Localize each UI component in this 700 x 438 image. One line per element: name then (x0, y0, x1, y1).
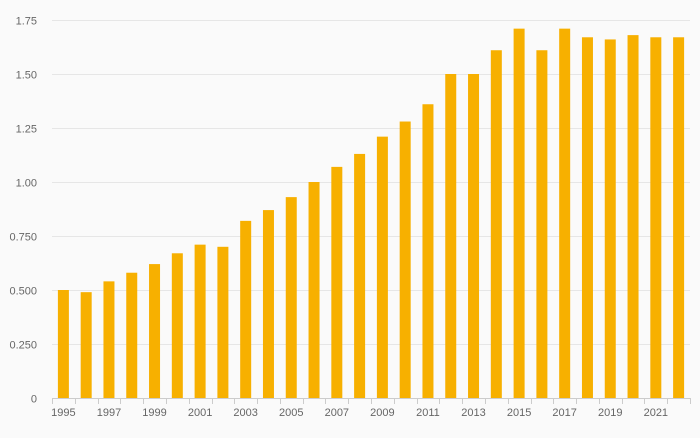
y-tick-label: 0.250 (9, 340, 37, 352)
bar (376, 136, 388, 398)
bar (445, 74, 457, 398)
bar (536, 50, 548, 399)
y-tick-label: 1.50 (16, 70, 37, 82)
x-tick-label: 2009 (370, 407, 394, 419)
bar (171, 253, 183, 398)
bar (581, 37, 593, 398)
grid-lines (52, 20, 690, 345)
x-tick-label: 1995 (51, 407, 75, 419)
bar (80, 292, 92, 398)
bar (103, 281, 115, 398)
x-tick-label: 2005 (279, 407, 303, 419)
bar (57, 290, 69, 398)
y-tick-label: 0.750 (9, 232, 37, 244)
y-tick-label: 1.25 (16, 124, 37, 136)
bar (285, 197, 297, 398)
bar (559, 28, 571, 398)
x-tick-label: 1997 (97, 407, 121, 419)
bar (399, 121, 411, 399)
bar (240, 220, 252, 398)
bar (604, 39, 616, 398)
bar (673, 37, 685, 398)
x-tick-label: 2013 (461, 407, 485, 419)
x-tick-label: 1999 (142, 407, 166, 419)
bar (126, 272, 138, 398)
x-tick-label: 2003 (233, 407, 257, 419)
y-axis-tick-labels: 0 0.250 0.500 0.750 1.00 1.25 1.50 1.75 (9, 16, 37, 406)
bar (354, 153, 366, 398)
x-tick-label: 2011 (416, 407, 440, 419)
x-tick-label: 2017 (552, 407, 576, 419)
y-tick-label: 1.00 (16, 178, 37, 190)
x-tick-label: 2019 (598, 407, 622, 419)
bar (627, 35, 639, 399)
bar (490, 50, 502, 399)
bar (468, 74, 480, 398)
bar (194, 244, 206, 398)
bar-series (57, 28, 685, 399)
bar (217, 246, 229, 398)
bar (650, 37, 662, 398)
y-tick-label: 0.500 (9, 286, 37, 298)
x-axis: 1995 1997 1999 2001 2003 2005 2007 2009 2011 2013… (51, 398, 691, 419)
bar (262, 210, 274, 398)
x-tick-label: 2001 (188, 407, 212, 419)
x-tick-label: 2021 (644, 407, 668, 419)
x-tick-label: 2007 (325, 407, 349, 419)
y-tick-label: 1.75 (16, 16, 37, 28)
bar (513, 28, 525, 398)
bar (422, 104, 434, 399)
y-tick-label: 0 (31, 394, 37, 406)
bar (149, 264, 161, 398)
bar (331, 166, 343, 398)
bar (308, 182, 320, 398)
x-tick-label: 2015 (507, 407, 531, 419)
